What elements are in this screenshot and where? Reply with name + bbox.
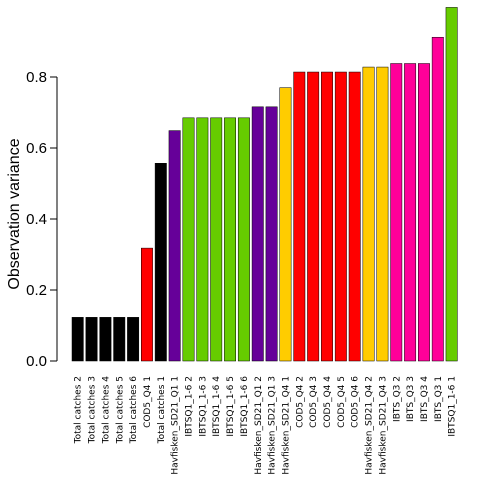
bar — [168, 130, 181, 362]
bar — [182, 117, 195, 362]
x-category-label: Total catches 3 — [88, 376, 98, 444]
x-category-label: COD5_Q4 1 — [143, 376, 153, 428]
bar — [237, 117, 250, 362]
x-category-label: Total catches 4 — [101, 376, 111, 445]
bars-group — [71, 7, 458, 362]
y-tick-label: 0.0 — [26, 353, 47, 370]
bar — [85, 317, 98, 362]
x-category-label: COD5_Q4 6 — [351, 376, 361, 428]
x-category-label: IBTSQ1_1-6 6 — [240, 376, 250, 437]
x-category-label: Havfisken_SD21_Q1 3 — [268, 376, 278, 475]
bar — [210, 117, 223, 362]
x-category-label: IBTS_Q3 2 — [392, 376, 402, 422]
y-tick-label: 0.2 — [26, 282, 47, 299]
bar — [404, 63, 417, 362]
x-category-label: Total catches 2 — [74, 376, 84, 444]
bar — [376, 66, 389, 362]
bar — [334, 71, 347, 362]
x-category-label: IBTSQ1_1-6 1 — [448, 376, 458, 437]
x-category-label: COD5_Q4 5 — [337, 376, 347, 428]
bar — [99, 317, 112, 362]
x-category-label: COD5_Q4 3 — [309, 376, 319, 428]
bar — [293, 71, 306, 362]
bar — [418, 63, 430, 362]
bar — [279, 87, 292, 362]
bar — [71, 317, 84, 362]
bar — [141, 247, 153, 362]
y-axis: 0.0 0.2 0.4 0.6 0.8 — [26, 69, 58, 370]
x-category-label: IBTSQ1_1-6 3 — [198, 376, 208, 437]
x-category-label: IBTSQ1_1-6 5 — [226, 376, 236, 437]
x-category-label: COD5_Q4 2 — [295, 376, 305, 428]
x-category-label: IBTS_Q3 3 — [406, 376, 416, 422]
x-category-label: IBTSQ1_1-6 4 — [212, 376, 222, 437]
bar — [196, 117, 209, 362]
y-tick-label: 0.8 — [26, 69, 47, 86]
bar — [127, 317, 140, 362]
x-category-label: IBTSQ1_1-6 2 — [185, 376, 195, 437]
y-tick-label: 0.6 — [26, 140, 47, 157]
bar — [113, 317, 126, 362]
x-category-label: Total catches 5 — [115, 376, 125, 444]
bar — [307, 71, 320, 362]
x-category-label: Havfisken_SD21_Q1 2 — [254, 376, 264, 475]
x-category-label: Total catches 1 — [157, 376, 167, 444]
x-category-label: IBTS_Q3 4 — [420, 376, 430, 422]
x-category-label: IBTS_Q3 1 — [434, 376, 444, 422]
bar — [224, 117, 237, 362]
x-category-label: Total catches 6 — [129, 376, 139, 445]
bar — [362, 66, 375, 362]
bar — [154, 163, 167, 362]
x-category-label: Havfisken_SD21_Q4 1 — [281, 376, 291, 475]
bar — [265, 106, 278, 362]
bar — [445, 7, 458, 362]
x-axis-labels: Total catches 2 Total catches 3 Total catc… — [74, 376, 458, 475]
bar — [348, 71, 361, 362]
x-category-label: COD5_Q4 4 — [323, 376, 333, 428]
bar — [390, 63, 403, 362]
x-category-label: Havfisken_SD21_Q4 2 — [365, 376, 375, 475]
bar — [431, 36, 444, 362]
x-category-label: Havfisken_SD21_Q4 3 — [378, 376, 388, 475]
x-category-label: Havfisken_SD21_Q1 1 — [171, 376, 181, 475]
bar — [321, 71, 333, 362]
y-tick-label: 0.4 — [26, 211, 47, 228]
bar — [251, 106, 264, 362]
y-axis-title: Observation variance — [6, 138, 23, 289]
